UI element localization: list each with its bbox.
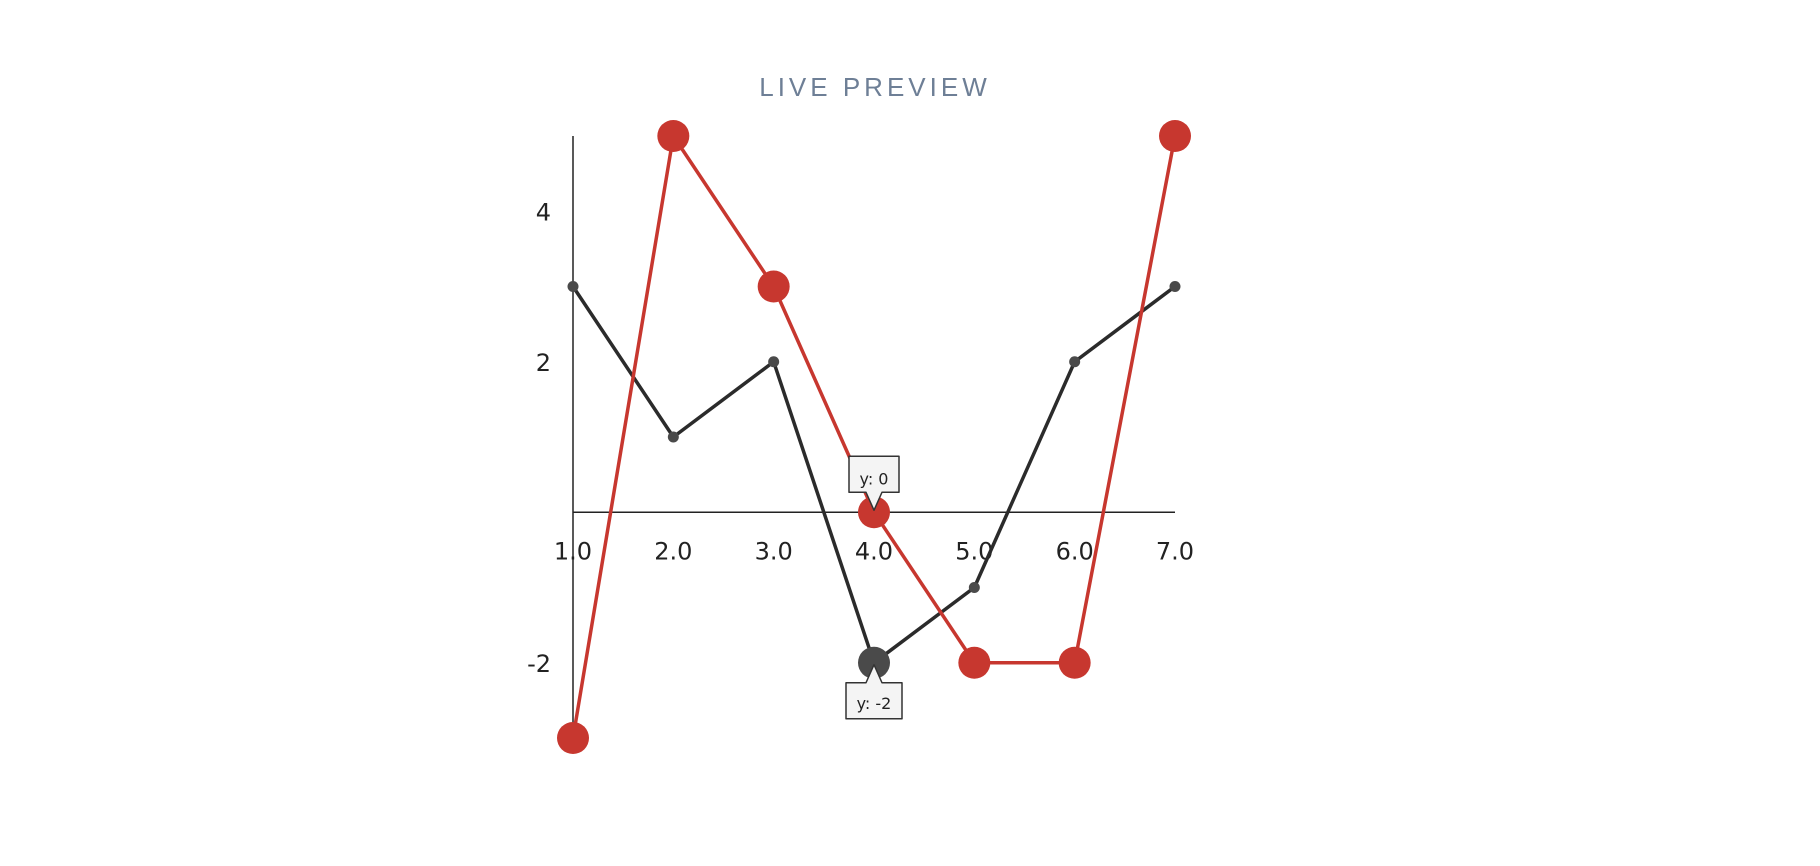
series-0-point bbox=[768, 356, 780, 368]
series-1-point bbox=[1159, 120, 1191, 152]
series-lines bbox=[557, 120, 1191, 754]
x-tick-label: 6.0 bbox=[1056, 537, 1094, 565]
tooltip-box bbox=[845, 664, 903, 720]
tooltips: y: 0 y: -2 bbox=[845, 455, 903, 720]
series-0-point bbox=[667, 431, 679, 443]
preview-title: LIVE PREVIEW bbox=[759, 72, 991, 102]
series-1-point bbox=[858, 496, 890, 529]
tooltip-label: y: -2 bbox=[857, 694, 892, 713]
series-0-point bbox=[567, 281, 579, 292]
y-tick-label: -2 bbox=[527, 650, 551, 678]
series-1-point bbox=[1058, 646, 1091, 679]
series-1-point bbox=[958, 646, 991, 679]
series-0-point bbox=[1169, 281, 1181, 292]
tooltip-label: y: 0 bbox=[860, 469, 889, 488]
y-tick-label: 4 bbox=[536, 198, 551, 226]
tooltip-box bbox=[848, 455, 900, 511]
series-1-point bbox=[557, 722, 589, 754]
series-1-point bbox=[657, 120, 690, 152]
x-tick-label: 4.0 bbox=[855, 537, 893, 565]
highlighted-point bbox=[858, 646, 890, 679]
x-tick-label: 1.0 bbox=[554, 537, 592, 565]
series-1-point bbox=[757, 270, 790, 303]
series-0-point bbox=[1069, 356, 1081, 368]
y-tick-label: 2 bbox=[536, 349, 551, 377]
x-tick-label: 3.0 bbox=[755, 537, 793, 565]
series-0-point bbox=[968, 582, 980, 593]
x-tick-label: 2.0 bbox=[654, 537, 692, 565]
tick-labels: 1.0 2.0 3.0 4.0 5.0 6.0 7.042-2 bbox=[527, 198, 1194, 678]
x-tick-label: 7.0 bbox=[1156, 537, 1194, 565]
